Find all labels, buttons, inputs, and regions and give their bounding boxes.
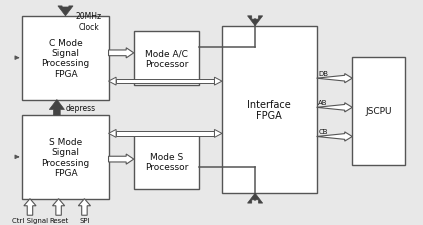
Bar xyxy=(22,115,109,199)
Polygon shape xyxy=(109,130,116,138)
Text: 20MHz
Clock: 20MHz Clock xyxy=(76,12,102,32)
Text: C Mode
Signal
Processing
FPGA: C Mode Signal Processing FPGA xyxy=(41,38,90,79)
Text: DB: DB xyxy=(318,70,328,76)
Polygon shape xyxy=(214,130,222,138)
Polygon shape xyxy=(247,17,263,27)
Text: Interface
FPGA: Interface FPGA xyxy=(247,99,291,121)
Bar xyxy=(134,32,199,86)
Text: CB: CB xyxy=(318,128,328,134)
Polygon shape xyxy=(316,132,352,142)
Bar xyxy=(352,57,405,165)
Polygon shape xyxy=(109,154,134,164)
Bar xyxy=(134,135,199,189)
Text: JSCPU: JSCPU xyxy=(365,107,392,116)
Text: S Mode
Signal
Processing
FPGA: S Mode Signal Processing FPGA xyxy=(41,137,90,177)
Bar xyxy=(116,132,214,136)
Bar xyxy=(222,27,316,193)
Polygon shape xyxy=(24,199,36,215)
Polygon shape xyxy=(316,103,352,112)
Polygon shape xyxy=(52,199,65,215)
Text: Mode A/C
Processor: Mode A/C Processor xyxy=(145,49,188,69)
Text: AB: AB xyxy=(318,99,328,105)
Text: SPI: SPI xyxy=(79,217,90,223)
Text: depress: depress xyxy=(65,103,96,112)
Polygon shape xyxy=(109,78,116,86)
Text: Ctrl Signal: Ctrl Signal xyxy=(12,217,48,223)
Text: Mode S
Processor: Mode S Processor xyxy=(145,152,188,172)
Polygon shape xyxy=(58,7,73,17)
Polygon shape xyxy=(49,100,64,115)
Polygon shape xyxy=(247,193,263,203)
Bar xyxy=(22,17,109,100)
Polygon shape xyxy=(109,49,134,59)
Polygon shape xyxy=(78,199,91,215)
Text: Reset: Reset xyxy=(49,217,68,223)
Polygon shape xyxy=(214,78,222,86)
Bar xyxy=(116,80,214,84)
Polygon shape xyxy=(316,74,352,83)
